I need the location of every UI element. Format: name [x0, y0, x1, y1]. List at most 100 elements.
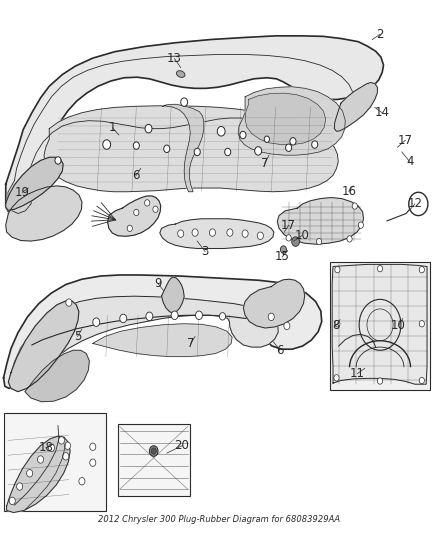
Circle shape [242, 230, 248, 237]
Polygon shape [25, 350, 89, 402]
Circle shape [9, 497, 15, 505]
Circle shape [335, 266, 340, 273]
Circle shape [290, 138, 296, 145]
Circle shape [103, 140, 111, 149]
Ellipse shape [177, 71, 185, 77]
Text: 16: 16 [341, 185, 356, 198]
Text: 12: 12 [407, 197, 422, 211]
Circle shape [240, 131, 246, 139]
Circle shape [145, 200, 150, 206]
Circle shape [312, 141, 318, 148]
Polygon shape [160, 219, 274, 248]
Circle shape [352, 203, 357, 209]
Polygon shape [6, 186, 82, 241]
Circle shape [48, 444, 54, 451]
Circle shape [164, 145, 170, 152]
Circle shape [280, 246, 286, 253]
Text: 3: 3 [201, 245, 209, 258]
Text: 7: 7 [261, 157, 268, 169]
Circle shape [347, 236, 352, 242]
Text: 14: 14 [374, 106, 390, 119]
Circle shape [219, 313, 226, 320]
Circle shape [145, 124, 152, 133]
Circle shape [151, 448, 156, 454]
Circle shape [55, 157, 61, 164]
Circle shape [284, 322, 290, 329]
Text: 2: 2 [376, 28, 384, 41]
Circle shape [58, 437, 64, 444]
Text: 1: 1 [109, 121, 116, 134]
Circle shape [171, 311, 178, 319]
Polygon shape [108, 196, 161, 236]
Circle shape [292, 237, 300, 246]
Circle shape [153, 206, 158, 213]
Circle shape [378, 265, 383, 272]
Circle shape [178, 230, 184, 237]
Polygon shape [7, 436, 70, 513]
Circle shape [225, 148, 231, 156]
Circle shape [181, 98, 187, 107]
Text: 6: 6 [133, 169, 140, 182]
Polygon shape [162, 104, 204, 192]
Text: 4: 4 [406, 155, 413, 168]
Circle shape [409, 192, 428, 216]
Circle shape [133, 142, 139, 149]
Circle shape [334, 375, 339, 381]
Text: 13: 13 [167, 52, 182, 65]
Circle shape [64, 442, 71, 449]
FancyBboxPatch shape [330, 262, 430, 390]
Text: 6: 6 [276, 344, 284, 357]
Text: 17: 17 [281, 219, 296, 232]
Polygon shape [332, 264, 427, 384]
Text: 9: 9 [154, 277, 162, 290]
Circle shape [358, 222, 364, 228]
Text: 17: 17 [398, 134, 413, 147]
Circle shape [217, 126, 225, 136]
Circle shape [134, 209, 139, 216]
Text: 15: 15 [275, 251, 290, 263]
Circle shape [227, 229, 233, 236]
Circle shape [286, 144, 292, 151]
Polygon shape [238, 87, 345, 155]
Circle shape [120, 314, 127, 322]
Text: 7: 7 [187, 337, 194, 350]
Circle shape [63, 453, 69, 460]
Polygon shape [245, 93, 325, 144]
Circle shape [257, 232, 263, 239]
FancyBboxPatch shape [118, 424, 190, 496]
Circle shape [27, 470, 33, 477]
Circle shape [378, 378, 383, 384]
Text: 5: 5 [74, 330, 81, 343]
Text: 19: 19 [15, 186, 30, 199]
Polygon shape [277, 198, 364, 244]
FancyBboxPatch shape [4, 414, 106, 512]
Circle shape [66, 299, 72, 306]
Polygon shape [11, 296, 278, 389]
Polygon shape [8, 301, 79, 392]
Circle shape [90, 459, 96, 466]
Circle shape [194, 148, 200, 156]
Text: 20: 20 [175, 439, 190, 452]
Text: 10: 10 [294, 229, 309, 242]
Circle shape [317, 238, 322, 245]
Circle shape [93, 318, 100, 326]
Polygon shape [162, 277, 184, 313]
Circle shape [264, 136, 269, 142]
Circle shape [90, 443, 96, 450]
Polygon shape [6, 36, 384, 219]
Circle shape [195, 311, 202, 319]
Polygon shape [44, 106, 338, 192]
Circle shape [79, 478, 85, 485]
Circle shape [17, 483, 23, 490]
Circle shape [419, 377, 424, 384]
Polygon shape [6, 157, 63, 211]
Circle shape [149, 446, 158, 456]
Circle shape [286, 235, 291, 241]
Circle shape [254, 147, 261, 155]
Circle shape [419, 320, 424, 327]
Polygon shape [334, 83, 378, 131]
Text: 10: 10 [391, 319, 406, 333]
Text: 8: 8 [332, 319, 339, 333]
Circle shape [127, 225, 132, 231]
Circle shape [335, 320, 340, 327]
